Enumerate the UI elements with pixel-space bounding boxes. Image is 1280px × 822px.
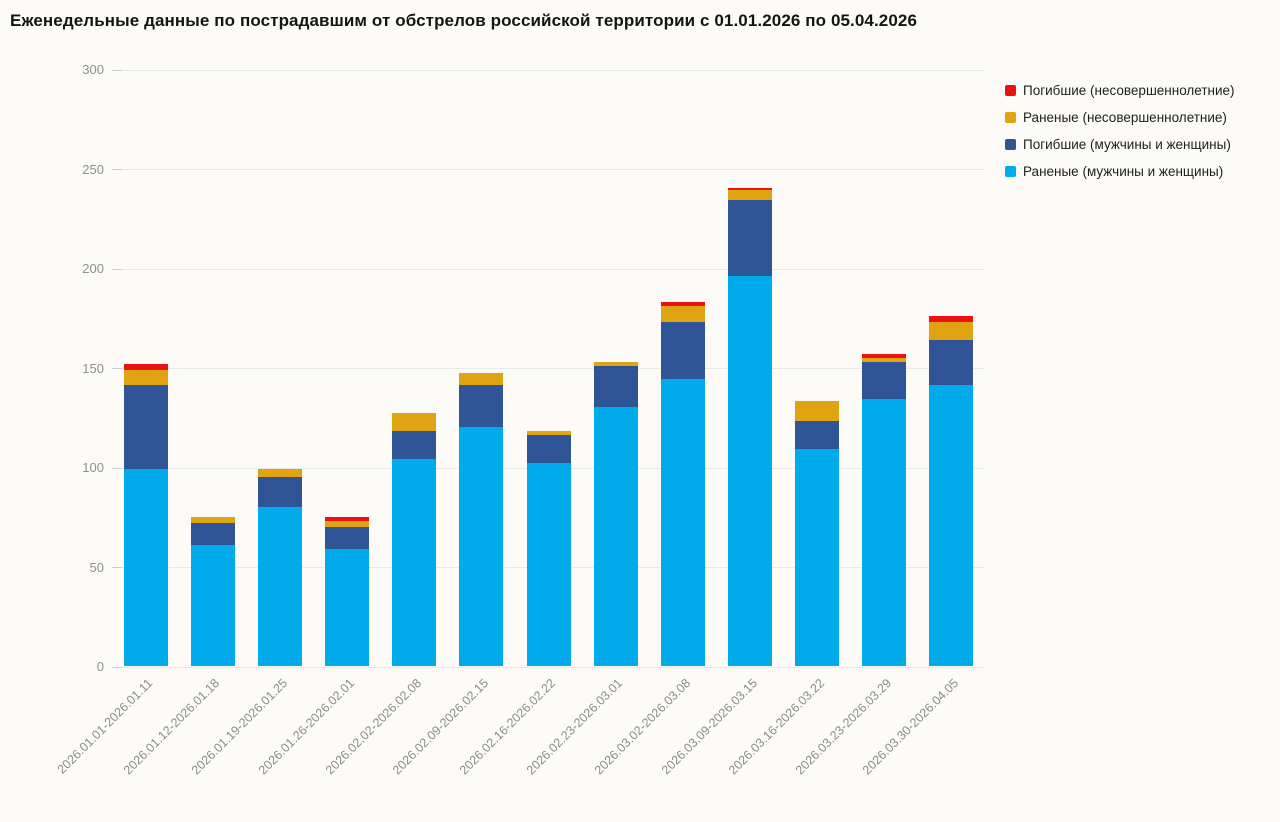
bar-2026.01.01-2026.01.11[interactable] <box>123 363 168 666</box>
legend-marker-icon <box>1005 85 1016 96</box>
bar-2026.02.02-2026.02.08[interactable] <box>392 413 437 666</box>
bar-segment[interactable] <box>727 190 772 201</box>
y-tick-label-300: 300 <box>82 62 104 77</box>
y-axis-tick <box>112 368 122 369</box>
bar-segment[interactable] <box>929 321 974 340</box>
bar-2026.03.30-2026.04.05[interactable] <box>929 315 974 666</box>
legend-marker-icon <box>1005 139 1016 150</box>
y-tick-label-50: 50 <box>89 559 104 575</box>
bar-segment[interactable] <box>795 401 840 422</box>
bar-segment[interactable] <box>459 427 504 666</box>
y-axis-tick <box>112 169 122 170</box>
bar-segment[interactable] <box>257 506 302 666</box>
y-axis-tick <box>112 69 122 71</box>
bar-segment[interactable] <box>795 421 840 450</box>
legend-marker-icon <box>1005 166 1016 177</box>
bar-segment[interactable] <box>862 357 907 362</box>
bar-2026.01.12-2026.01.18[interactable] <box>190 516 235 666</box>
bar-segment[interactable] <box>123 369 168 386</box>
bar-segment[interactable] <box>190 516 235 523</box>
gridline-y-0 <box>112 666 985 668</box>
bar-segment[interactable] <box>727 188 772 191</box>
bar-segment[interactable] <box>526 463 571 666</box>
legend-label: Погибшие (мужчины и женщины) <box>1023 137 1231 152</box>
y-axis-tick <box>112 666 122 668</box>
bar-segment[interactable] <box>660 301 705 306</box>
bar-2026.03.16-2026.03.22[interactable] <box>795 401 840 666</box>
y-axis-tick <box>112 567 122 568</box>
bar-segment[interactable] <box>325 526 370 549</box>
plot-area <box>112 69 985 668</box>
bar-segment[interactable] <box>459 373 504 386</box>
y-tick-label-200: 200 <box>82 261 104 276</box>
legend-label: Раненые (несовершеннолетние) <box>1023 110 1227 125</box>
legend-item[interactable]: Раненые (несовершеннолетние) <box>1005 110 1235 125</box>
bar-2026.02.23-2026.03.01[interactable] <box>593 361 638 666</box>
bar-segment[interactable] <box>929 339 974 386</box>
bar-segment[interactable] <box>257 469 302 477</box>
bar-2026.03.23-2026.03.29[interactable] <box>862 353 907 666</box>
y-tick-label-150: 150 <box>82 360 104 376</box>
bar-segment[interactable] <box>526 431 571 436</box>
legend-item[interactable]: Погибшие (несовершеннолетние) <box>1005 83 1235 98</box>
y-tick-label-0: 0 <box>96 659 104 674</box>
bar-segment[interactable] <box>190 544 235 666</box>
bar-segment[interactable] <box>660 379 705 666</box>
bar-2026.03.09-2026.03.15[interactable] <box>727 188 772 666</box>
bar-segment[interactable] <box>392 413 437 432</box>
bar-segment[interactable] <box>325 520 370 527</box>
bar-segment[interactable] <box>123 385 168 469</box>
gridline-y-150 <box>112 368 985 369</box>
bar-2026.02.16-2026.02.22[interactable] <box>526 431 571 666</box>
legend-item[interactable]: Раненые (мужчины и женщины) <box>1005 164 1235 179</box>
bar-2026.02.09-2026.02.15[interactable] <box>459 373 504 666</box>
bar-segment[interactable] <box>660 305 705 322</box>
bar-2026.03.02-2026.03.08[interactable] <box>660 301 705 666</box>
bar-segment[interactable] <box>392 459 437 666</box>
bar-segment[interactable] <box>862 353 907 358</box>
bar-segment[interactable] <box>862 399 907 666</box>
bar-segment[interactable] <box>257 476 302 507</box>
bar-segment[interactable] <box>123 468 168 666</box>
chart-title: Еженедельные данные по пострадавшим от о… <box>10 11 918 30</box>
gridline-y-300 <box>112 69 985 71</box>
bar-segment[interactable] <box>325 516 370 521</box>
legend-label: Раненые (мужчины и женщины) <box>1023 164 1224 179</box>
legend-item[interactable]: Погибшие (мужчины и женщины) <box>1005 137 1235 152</box>
bar-2026.01.19-2026.01.25[interactable] <box>257 469 302 666</box>
bar-segment[interactable] <box>593 407 638 666</box>
bar-segment[interactable] <box>727 275 772 666</box>
bar-2026.01.26-2026.02.01[interactable] <box>325 516 370 666</box>
legend-label: Погибшие (несовершеннолетние) <box>1023 83 1235 98</box>
legend-marker-icon <box>1005 112 1016 123</box>
bar-segment[interactable] <box>325 548 370 666</box>
y-axis-tick <box>112 268 122 270</box>
gridline-y-200 <box>112 268 985 270</box>
bar-segment[interactable] <box>123 363 168 370</box>
bar-segment[interactable] <box>526 435 571 464</box>
bar-segment[interactable] <box>459 385 504 428</box>
y-tick-label-100: 100 <box>82 460 104 475</box>
bar-segment[interactable] <box>929 315 974 322</box>
bar-segment[interactable] <box>660 321 705 380</box>
bar-segment[interactable] <box>593 365 638 408</box>
bar-segment[interactable] <box>929 385 974 666</box>
gridline-y-250 <box>112 169 985 170</box>
bar-segment[interactable] <box>190 522 235 545</box>
legend: Погибшие (несовершеннолетние) Раненые (не… <box>1005 83 1235 191</box>
y-axis-tick <box>112 467 122 469</box>
bar-segment[interactable] <box>862 361 907 400</box>
bar-segment[interactable] <box>392 431 437 460</box>
bar-segment[interactable] <box>795 449 840 666</box>
bar-segment[interactable] <box>593 361 638 366</box>
bar-segment[interactable] <box>727 200 772 276</box>
y-tick-label-250: 250 <box>82 161 104 177</box>
